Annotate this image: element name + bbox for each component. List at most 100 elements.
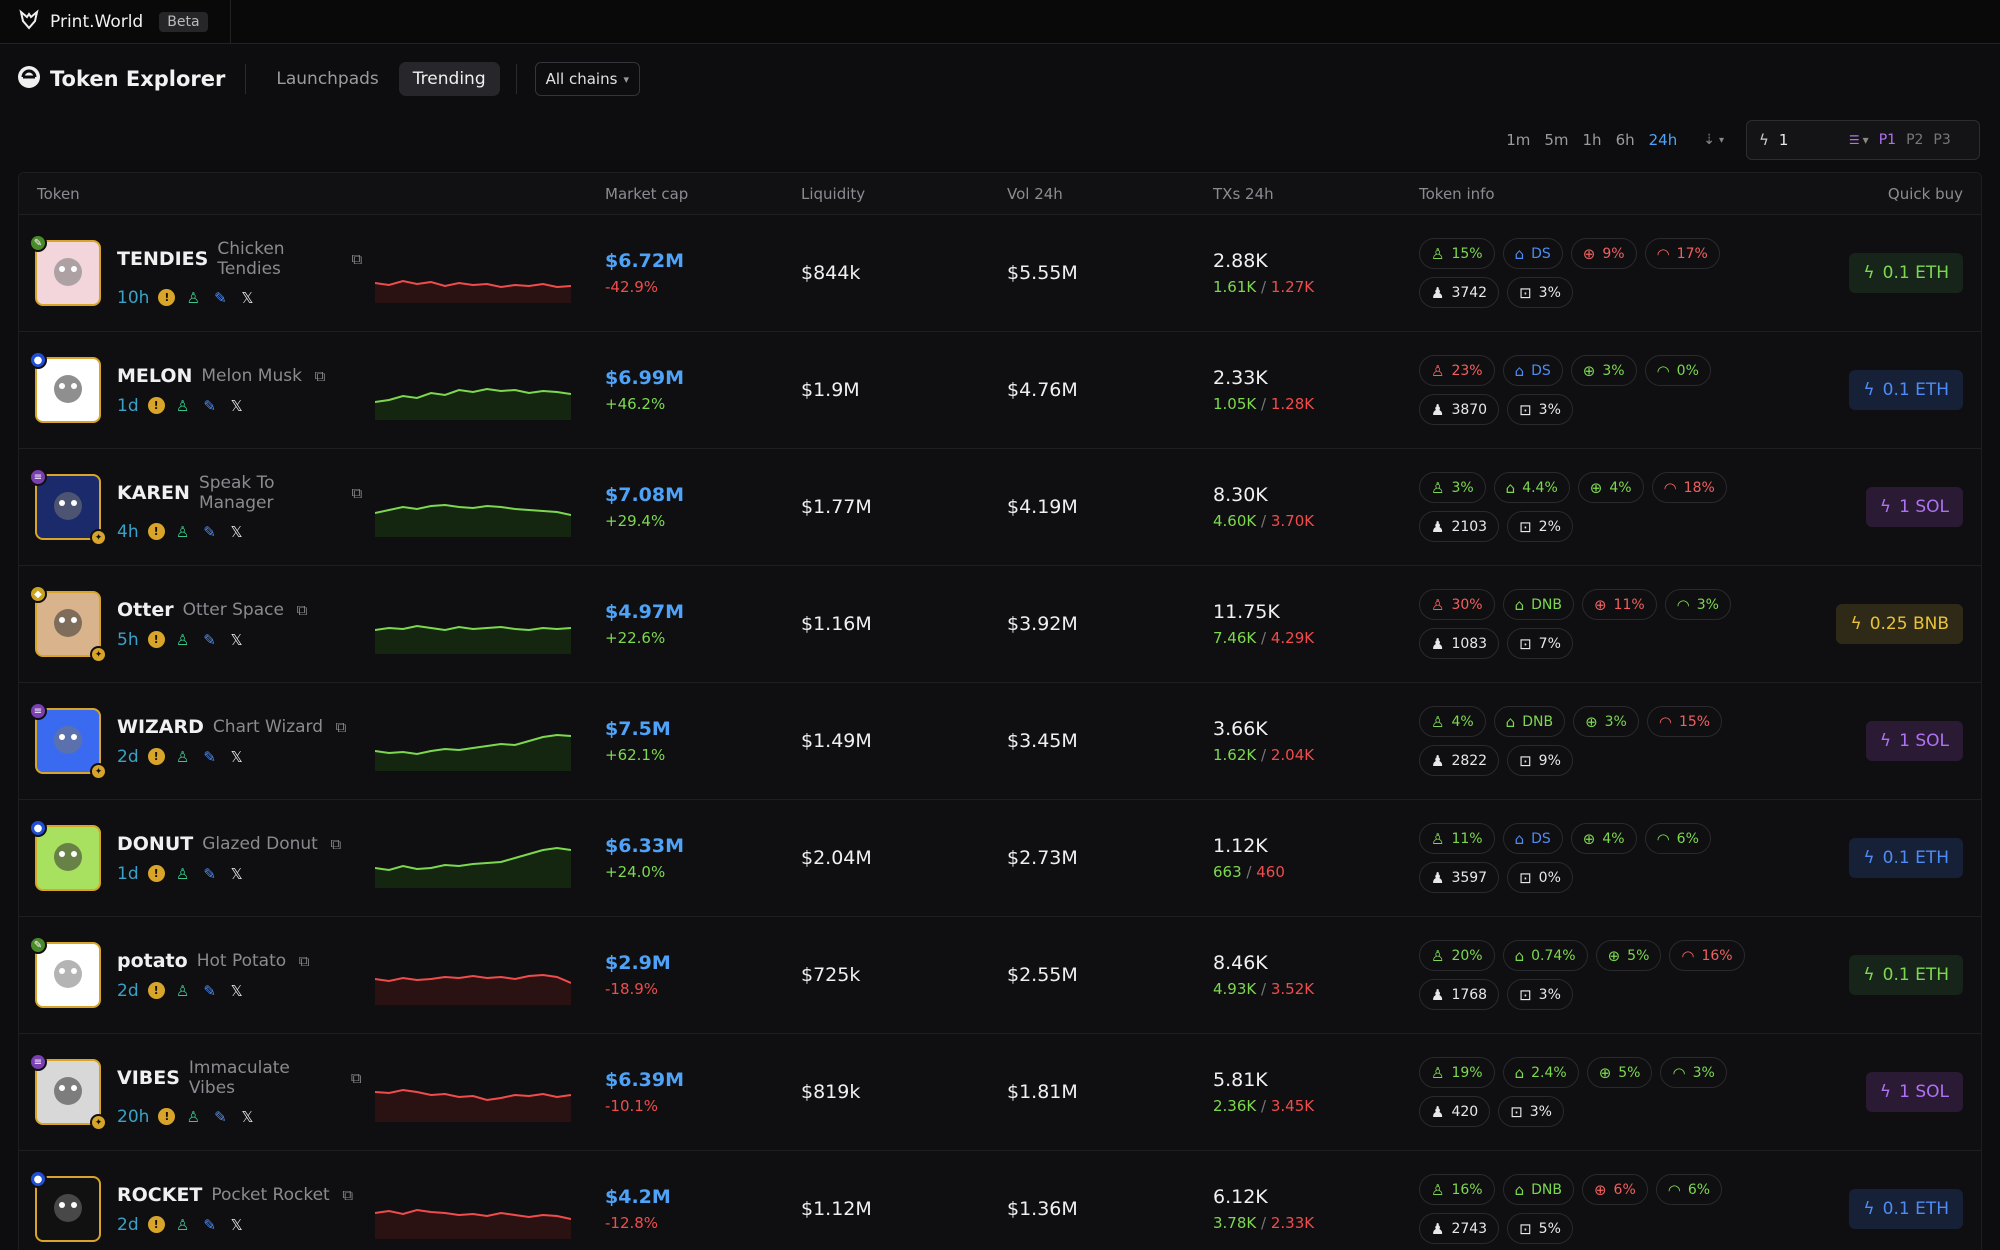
quick-buy-button[interactable]: ϟ 0.1 ETH xyxy=(1849,955,1963,995)
dev-pill[interactable]: ⌂ 2.4% xyxy=(1502,1057,1579,1088)
col-txs[interactable]: TXs 24h xyxy=(1213,184,1274,203)
bots-pill[interactable]: ⊡ 0% xyxy=(1507,862,1573,893)
coin-icon[interactable]: ! xyxy=(147,631,165,648)
token-avatar[interactable]: ✎ xyxy=(29,936,101,1008)
holders-pill[interactable]: ♟ 3870 xyxy=(1419,394,1500,425)
token-avatar[interactable]: ● xyxy=(29,1170,101,1242)
timeframe-5m[interactable]: 5m xyxy=(1544,131,1569,149)
chain-select[interactable]: All chains ▾ xyxy=(534,62,640,96)
bots-pill[interactable]: ⊡ 9% xyxy=(1507,745,1573,776)
insiders-pill[interactable]: ◠ 6% xyxy=(1644,823,1711,854)
users-icon[interactable]: ♙ xyxy=(175,522,190,541)
holders-pill[interactable]: ♟ 2103 xyxy=(1419,511,1500,542)
holders-pill[interactable]: ♟ 420 xyxy=(1419,1096,1491,1127)
insiders-pill[interactable]: ◠ 18% xyxy=(1651,472,1727,503)
copy-icon[interactable]: ⧉ xyxy=(351,249,363,268)
token-symbol[interactable]: DONUT xyxy=(117,832,194,855)
coin-icon[interactable]: ! xyxy=(147,523,165,540)
x-social-icon[interactable]: 𝕏 xyxy=(230,1215,243,1234)
quick-buy-amount-input[interactable]: 1 xyxy=(1778,131,1789,149)
col-token[interactable]: Token xyxy=(37,184,80,203)
sort-button[interactable]: ⇣ ▾ xyxy=(1703,132,1724,148)
table-row[interactable]: ◆ ✦ Otter Otter Space ⧉ 5h ! ♙ ✎ 𝕏 xyxy=(19,566,1981,683)
x-social-icon[interactable]: 𝕏 xyxy=(230,396,243,415)
table-row[interactable]: ≡ ✦ WIZARD Chart Wizard ⧉ 2d ! ♙ ✎ 𝕏 xyxy=(19,683,1981,800)
copy-icon[interactable]: ⧉ xyxy=(351,483,363,502)
insiders-pill[interactable]: ◠ 17% xyxy=(1644,238,1720,269)
quick-buy-button[interactable]: ϟ 0.1 ETH xyxy=(1849,838,1963,878)
chain-menu-button[interactable]: ☰ ▾ xyxy=(1849,133,1869,147)
feather-icon[interactable]: ✎ xyxy=(203,747,216,766)
users-icon[interactable]: ♙ xyxy=(175,864,190,883)
coin-icon[interactable]: ! xyxy=(147,397,165,414)
insiders-pill[interactable]: ◠ 15% xyxy=(1646,706,1723,737)
col-liquidity[interactable]: Liquidity xyxy=(801,184,866,203)
coin-icon[interactable]: ! xyxy=(158,1108,176,1125)
top-holders-pill[interactable]: ♙ 3% xyxy=(1419,472,1486,503)
users-icon[interactable]: ♙ xyxy=(175,1215,190,1234)
holders-pill[interactable]: ♟ 3597 xyxy=(1419,862,1500,893)
insiders-pill[interactable]: ◠ 3% xyxy=(1664,589,1731,620)
x-social-icon[interactable]: 𝕏 xyxy=(230,747,243,766)
copy-icon[interactable]: ⧉ xyxy=(314,366,326,385)
bots-pill[interactable]: ⊡ 3% xyxy=(1507,979,1573,1010)
token-symbol[interactable]: ROCKET xyxy=(117,1183,203,1206)
feather-icon[interactable]: ✎ xyxy=(203,1215,216,1234)
x-social-icon[interactable]: 𝕏 xyxy=(241,1107,254,1126)
bots-pill[interactable]: ⊡ 5% xyxy=(1507,1213,1573,1244)
feather-icon[interactable]: ✎ xyxy=(203,630,216,649)
copy-icon[interactable]: ⧉ xyxy=(350,1068,362,1087)
timeframe-6h[interactable]: 6h xyxy=(1615,131,1635,149)
dev-pill[interactable]: ⌂ 0.74% xyxy=(1502,940,1588,971)
snipers-pill[interactable]: ⊕ 3% xyxy=(1570,355,1637,386)
holders-pill[interactable]: ♟ 2743 xyxy=(1419,1213,1500,1244)
timeframe-1h[interactable]: 1h xyxy=(1582,131,1602,149)
copy-icon[interactable]: ⧉ xyxy=(296,600,308,619)
quick-buy-button[interactable]: ϟ 1 SOL xyxy=(1865,721,1963,761)
timeframe-1m[interactable]: 1m xyxy=(1506,131,1531,149)
insiders-pill[interactable]: ◠ 0% xyxy=(1644,355,1711,386)
quick-buy-button[interactable]: ϟ 0.25 BNB xyxy=(1836,604,1963,644)
token-symbol[interactable]: VIBES xyxy=(117,1066,180,1089)
top-holders-pill[interactable]: ♙ 11% xyxy=(1419,823,1495,854)
quick-buy-button[interactable]: ϟ 0.1 ETH xyxy=(1849,253,1963,293)
top-holders-pill[interactable]: ♙ 4% xyxy=(1419,706,1486,737)
users-icon[interactable]: ♙ xyxy=(175,981,190,1000)
snipers-pill[interactable]: ⊕ 11% xyxy=(1581,589,1657,620)
table-row[interactable]: ✎ potato Hot Potato ⧉ 2d ! ♙ ✎ 𝕏 xyxy=(19,917,1981,1034)
insiders-pill[interactable]: ◠ 6% xyxy=(1655,1174,1723,1205)
table-row[interactable]: ✎ TENDIES Chicken Tendies ⧉ 10h ! ♙ ✎ 𝕏 xyxy=(19,215,1981,332)
insiders-pill[interactable]: ◠ 3% xyxy=(1660,1057,1727,1088)
table-row[interactable]: ● ROCKET Pocket Rocket ⧉ 2d ! ♙ ✎ 𝕏 xyxy=(19,1151,1981,1250)
bots-pill[interactable]: ⊡ 3% xyxy=(1507,277,1573,308)
preset-p3[interactable]: P3 xyxy=(1933,132,1951,148)
coin-icon[interactable]: ! xyxy=(147,748,165,765)
token-symbol[interactable]: MELON xyxy=(117,364,193,387)
brand[interactable]: Print.World Beta xyxy=(18,0,231,44)
dev-pill[interactable]: ⌂ DS xyxy=(1502,355,1563,386)
quick-buy-button[interactable]: ϟ 1 SOL xyxy=(1865,487,1963,527)
snipers-pill[interactable]: ⊕ 4% xyxy=(1577,472,1644,503)
token-avatar[interactable]: ● xyxy=(29,819,101,891)
copy-icon[interactable]: ⧉ xyxy=(330,834,342,853)
copy-icon[interactable]: ⧉ xyxy=(298,951,310,970)
table-row[interactable]: ≡ ✦ KAREN Speak To Manager ⧉ 4h ! ♙ ✎ 𝕏 xyxy=(19,449,1981,566)
col-volume[interactable]: Vol 24h xyxy=(1007,184,1063,203)
snipers-pill[interactable]: ⊕ 6% xyxy=(1581,1174,1648,1205)
snipers-pill[interactable]: ⊕ 3% xyxy=(1573,706,1639,737)
top-holders-pill[interactable]: ♙ 23% xyxy=(1419,355,1495,386)
bots-pill[interactable]: ⊡ 2% xyxy=(1507,511,1573,542)
coin-icon[interactable]: ! xyxy=(147,865,165,882)
col-market-cap[interactable]: Market cap xyxy=(605,184,689,203)
bots-pill[interactable]: ⊡ 7% xyxy=(1507,628,1573,659)
dev-pill[interactable]: ⌂ DS xyxy=(1502,823,1563,854)
token-avatar[interactable]: ≡ ✦ xyxy=(29,468,107,546)
quick-buy-button[interactable]: ϟ 0.1 ETH xyxy=(1849,1189,1963,1229)
top-holders-pill[interactable]: ♙ 15% xyxy=(1419,238,1495,269)
x-social-icon[interactable]: 𝕏 xyxy=(230,630,243,649)
copy-icon[interactable]: ⧉ xyxy=(342,1185,354,1204)
token-avatar[interactable]: ◆ ✦ xyxy=(29,585,107,663)
x-social-icon[interactable]: 𝕏 xyxy=(230,864,243,883)
insiders-pill[interactable]: ◠ 16% xyxy=(1669,940,1745,971)
snipers-pill[interactable]: ⊕ 9% xyxy=(1570,238,1637,269)
